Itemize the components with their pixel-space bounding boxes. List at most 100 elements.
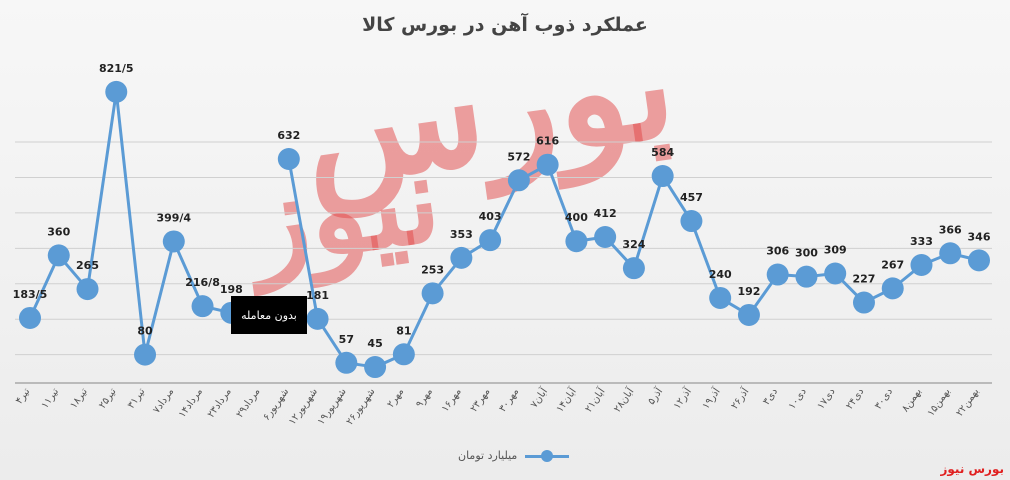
data-point [881,277,904,300]
data-label: 584 [651,146,674,159]
data-point [910,253,933,276]
data-label: 457 [680,191,703,204]
x-tick-label: ۳دی [761,386,780,407]
data-point [709,286,732,309]
data-label: 253 [421,263,444,276]
x-tick-label: ۱۲آذر [670,384,694,411]
data-label: 80 [137,325,153,338]
x-tick-label: ۲۴دی [844,386,866,411]
data-label: 309 [824,243,847,256]
data-point [19,306,41,329]
data-point [191,295,214,318]
data-label: 267 [881,258,904,271]
data-point [939,242,962,265]
data-point [76,278,99,301]
legend-swatch-icon [525,449,570,462]
data-label: 192 [737,285,760,298]
data-point [162,230,185,253]
data-label: 572 [507,150,530,163]
data-label: 403 [479,210,502,223]
data-point [536,153,559,176]
data-label: 412 [594,207,617,220]
x-tick-label: ۲۸آبان [610,384,637,414]
data-label: 360 [47,225,70,238]
x-tick-label: ۱۹آذر [699,384,723,411]
data-label: 45 [367,337,382,350]
data-point [392,343,415,366]
x-tick-label: ۲۳مرداد [206,386,234,420]
data-point [594,225,617,248]
data-point [565,230,588,253]
data-label: 821/5 [99,62,134,75]
data-label: 366 [939,223,962,236]
data-label: 216/8 [185,276,220,289]
data-point [134,343,157,366]
legend-label: میلیارد تومان [458,449,518,462]
data-point [364,356,387,379]
x-tick-label: ۲۳مهر [469,386,493,414]
data-label: 265 [76,259,99,272]
data-point [335,351,358,374]
data-label: 306 [766,245,789,258]
x-tick-label: ۲۶آذر [728,384,752,411]
x-tick-label: ۱۱تیر [40,386,62,411]
data-label: 198 [220,283,243,296]
data-label: 57 [339,333,354,346]
data-point [306,307,329,330]
data-label: 81 [396,324,411,337]
data-label: 181 [306,289,329,302]
data-point [450,246,473,269]
data-label: 333 [910,235,933,248]
data-point [622,257,645,280]
x-tick-label: ۷آبان [527,384,551,410]
chart-title: عملکرد ذوب آهن در بورس کالا [362,14,648,36]
x-tick-label: ۱۶مهر [440,386,464,414]
data-label: 616 [536,135,559,148]
x-tick-label: ۹مهر [414,386,435,409]
x-tick-label: ۲۵تیر [97,386,119,411]
x-tick-label: ۲۲بهمن [954,386,981,418]
x-tick-label: ۱۴مرداد [177,386,205,420]
data-label: 240 [709,268,732,281]
x-tick-label: ۳۰مهر [497,386,521,414]
data-point [824,262,847,285]
x-tick-label: ۲۱آبان [582,384,609,414]
data-label: 632 [277,129,300,142]
data-point [507,169,530,192]
data-label: 399/4 [156,211,191,224]
data-point [766,263,789,286]
x-tick-label: ۱۵بهمن [926,386,953,418]
data-point [852,291,875,314]
x-tick-label: ۲مهر [385,386,406,409]
data-point [277,148,300,171]
brand-logo: بورس نیوز [940,462,1004,476]
x-tick-label: ۳۰دی [873,386,895,411]
data-point [968,249,990,272]
legend: میلیارد تومان [458,449,570,462]
data-point [737,303,760,326]
x-tick-label: ۴تیر [14,386,33,406]
x-tick-label: ۵آذر [644,384,665,407]
data-point [105,80,128,103]
x-tick-label: ۲۹مرداد [234,386,262,420]
data-label: 346 [968,230,991,243]
data-label: 227 [852,273,875,286]
x-tick-label: ۷مرداد [151,386,176,415]
x-tick-label: ۸بهمن [900,386,924,414]
x-tick-label: ۱۸تیر [68,386,90,411]
x-tick-label: ۱۰دی [787,386,809,411]
x-tick-label: ۱۴آبان [553,384,580,414]
data-point [680,210,703,233]
data-label: 353 [450,228,473,241]
x-tick-label: ۲۶شهریور [344,386,377,427]
x-tick-label: ۳۱تیر [126,386,148,411]
no-trade-annotation: بدون معامله [231,296,307,334]
x-tick-label: ۶شهریور [261,386,291,422]
data-point [479,229,502,252]
data-point [421,282,444,305]
x-tick-label: ۱۷دی [815,386,837,411]
data-label: 324 [622,238,645,251]
data-point [651,165,674,188]
data-point [795,265,818,288]
